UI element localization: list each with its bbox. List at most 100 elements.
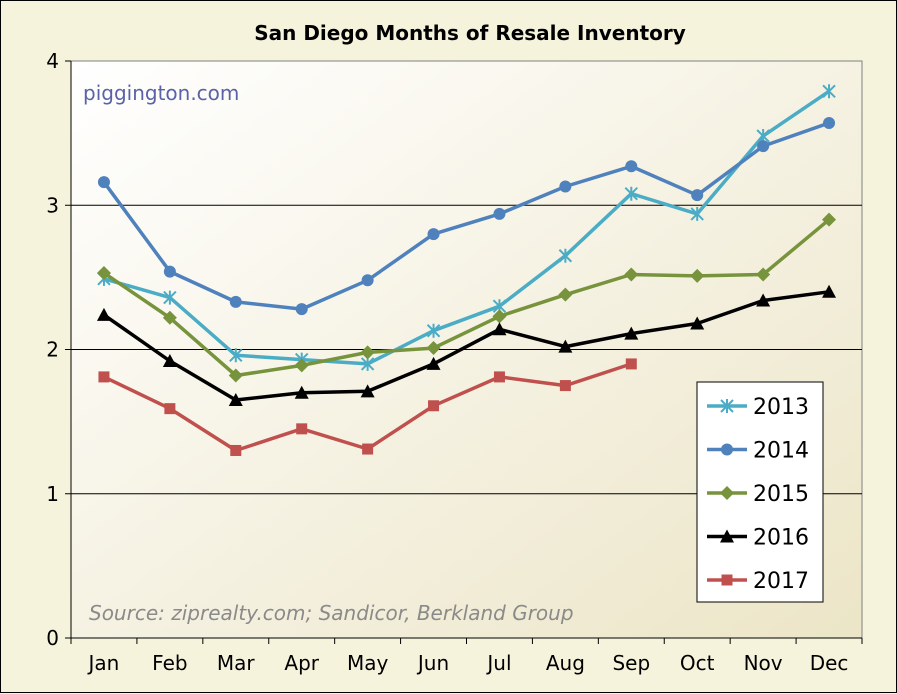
data-point-2015-Jan xyxy=(96,266,111,281)
series-line-2013 xyxy=(103,89,830,366)
legend-marker-2015-shape xyxy=(720,486,734,500)
x-tick-label: Jun xyxy=(416,651,449,675)
series-2017 xyxy=(98,358,637,456)
data-point-2015-Feb-shape xyxy=(162,310,177,325)
data-point-2016-Mar xyxy=(228,392,243,406)
data-point-2015-Mar xyxy=(228,368,243,383)
series-group xyxy=(96,84,837,456)
data-point-2013-Aug xyxy=(558,248,573,263)
data-point-2017-Jul xyxy=(493,371,505,383)
data-point-2016-Oct-shape xyxy=(690,316,705,330)
y-tick-label: 0 xyxy=(46,626,59,650)
data-point-2014-Nov xyxy=(757,140,770,153)
x-tick-label: Nov xyxy=(744,651,783,675)
data-point-2016-Aug-shape xyxy=(558,339,573,353)
data-point-2015-Oct xyxy=(690,268,705,283)
chart-title: San Diego Months of Resale Inventory xyxy=(254,21,686,45)
data-point-2016-Sep-shape xyxy=(624,326,639,340)
data-point-2016-Apr xyxy=(294,385,309,399)
data-point-2017-Aug-shape xyxy=(559,380,571,392)
data-point-2014-Mar-shape xyxy=(229,295,242,308)
data-point-2014-Aug-shape xyxy=(559,180,572,193)
legend-marker-2013-shape xyxy=(720,399,734,413)
data-point-2016-May xyxy=(360,384,375,398)
y-tick-label: 1 xyxy=(46,482,59,506)
y-tick-label: 2 xyxy=(46,338,59,362)
data-point-2017-Jan xyxy=(98,371,110,383)
data-point-2014-Dec-shape xyxy=(823,117,836,130)
data-point-2014-Dec xyxy=(823,117,836,130)
legend-item-2015: 2015 xyxy=(707,482,809,507)
data-point-2014-Mar xyxy=(229,295,242,308)
data-point-2016-Sep xyxy=(624,326,639,340)
data-point-2016-Jun xyxy=(426,356,441,370)
data-point-2017-Aug xyxy=(559,380,571,392)
watermark-text: piggington.com xyxy=(83,81,239,105)
data-point-2016-Mar-shape xyxy=(228,392,243,406)
data-point-2017-May-shape xyxy=(362,443,374,455)
data-point-2015-Dec-shape xyxy=(822,212,837,227)
data-point-2013-Oct xyxy=(690,206,704,221)
legend-marker-2016 xyxy=(720,529,734,543)
data-point-2016-Jul-shape xyxy=(492,322,507,336)
data-point-2016-Apr-shape xyxy=(294,385,309,399)
legend-label-2014: 2014 xyxy=(753,439,809,464)
data-point-2015-Nov xyxy=(756,267,771,282)
data-point-2015-Apr-shape xyxy=(294,358,309,373)
data-point-2015-Jan-shape xyxy=(96,266,111,281)
data-point-2015-May xyxy=(360,345,375,360)
data-point-2015-Feb xyxy=(162,310,177,325)
series-line-2016 xyxy=(102,290,830,402)
data-point-2013-Mar xyxy=(229,348,243,363)
legend-label-2013: 2013 xyxy=(753,395,809,420)
data-point-2015-Oct-shape xyxy=(690,268,705,283)
data-point-2013-Dec xyxy=(822,84,836,99)
data-point-2014-Apr xyxy=(295,303,308,316)
data-point-2017-Mar-shape xyxy=(230,444,242,456)
data-point-2016-Feb-shape xyxy=(162,354,177,368)
series-2015 xyxy=(96,212,837,383)
legend-marker-2014-shape xyxy=(721,443,733,456)
data-point-2016-Nov-shape xyxy=(756,293,771,307)
x-tick-label: Mar xyxy=(217,651,256,675)
data-point-2015-Jun xyxy=(426,341,441,356)
data-point-2014-Jan-shape xyxy=(97,176,110,189)
data-point-2015-Nov-shape xyxy=(756,267,771,282)
x-tick-label: Jan xyxy=(87,651,120,675)
data-point-2014-Apr-shape xyxy=(295,303,308,316)
data-point-2017-Feb-shape xyxy=(164,403,176,415)
data-point-2013-Feb xyxy=(163,290,177,305)
data-point-2017-Apr-shape xyxy=(296,423,308,435)
data-point-2015-Mar-shape xyxy=(228,368,243,383)
axes: 0 1 2 3 4 Jan Feb Mar Apr May Jun Jul Aug Sep Oct Nov De… xyxy=(46,49,863,675)
data-point-2014-Jul xyxy=(493,207,506,220)
data-point-2015-Jul-shape xyxy=(492,309,507,324)
data-point-2014-May-shape xyxy=(361,274,374,287)
data-point-2015-Aug-shape xyxy=(558,287,573,302)
source-note: Source: ziprealty.com; Sandicor, Berklan… xyxy=(89,601,574,625)
x-tick-label: Dec xyxy=(810,651,849,675)
series-2016 xyxy=(96,284,837,406)
y-tick-label: 4 xyxy=(46,49,59,73)
data-point-2016-Jan xyxy=(96,307,111,321)
series-line-2014 xyxy=(102,121,830,311)
data-point-2014-Jan xyxy=(97,176,110,189)
data-point-2017-Mar xyxy=(230,444,242,456)
data-point-2015-Sep xyxy=(624,267,639,282)
data-point-2014-May xyxy=(361,274,374,287)
legend-label-2016: 2016 xyxy=(753,526,809,551)
legend-marker-2015 xyxy=(720,486,734,500)
data-point-2013-Mar-shape xyxy=(229,348,243,363)
data-point-2017-Apr xyxy=(296,423,308,435)
legend-item-2014: 2014 xyxy=(707,439,809,464)
data-point-2016-Jan-shape xyxy=(96,307,111,321)
legend: 2013 2014 2015 2016 2017 xyxy=(696,381,824,603)
data-point-2014-Jul-shape xyxy=(493,207,506,220)
data-point-2015-Apr xyxy=(294,358,309,373)
legend-marker-2017 xyxy=(721,574,733,586)
data-point-2013-Sep-shape xyxy=(624,186,638,201)
legend-marker-2014 xyxy=(721,443,733,456)
data-point-2016-May-shape xyxy=(360,384,375,398)
x-tick-label: May xyxy=(347,651,389,675)
